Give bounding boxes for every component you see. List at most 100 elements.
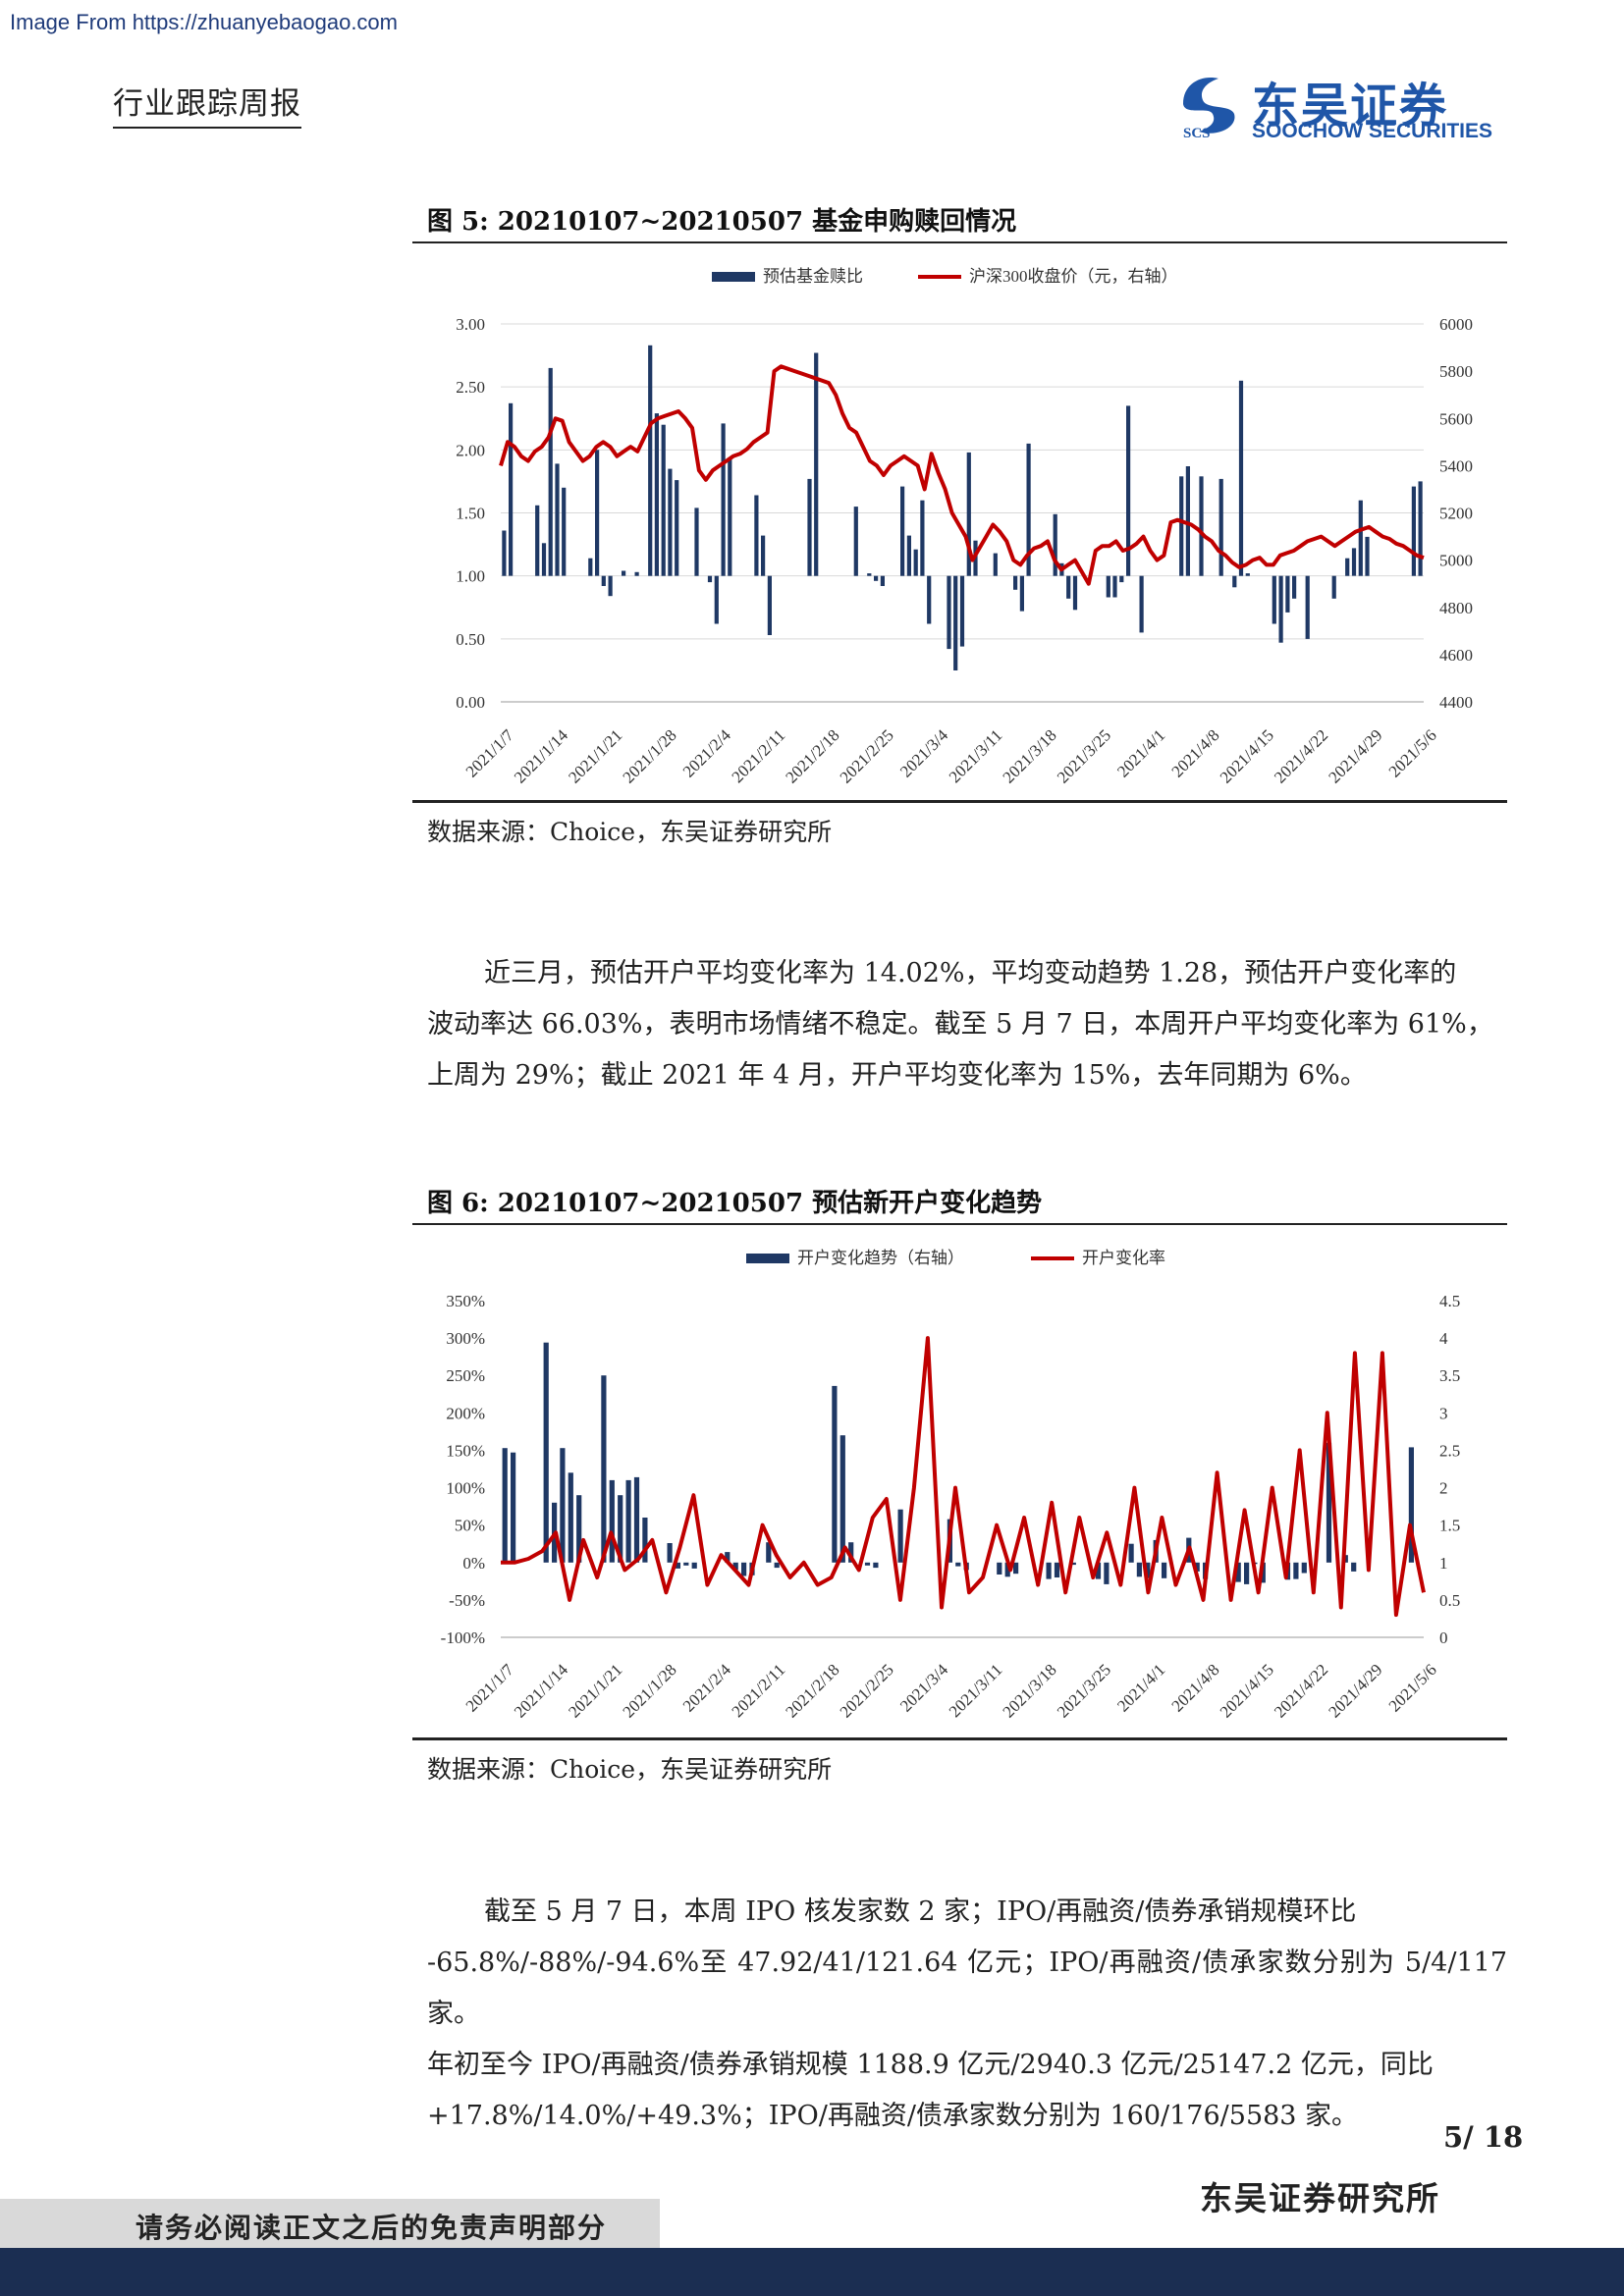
data-bar bbox=[848, 1542, 854, 1563]
y-left-tick-label: -50% bbox=[449, 1591, 485, 1610]
report-type-label: 行业跟踪周报 bbox=[113, 79, 301, 129]
y-left-tick-label: 2.50 bbox=[456, 378, 485, 397]
page-number: 5/ 18 bbox=[1443, 2120, 1524, 2154]
y-left-tick-label: 0.50 bbox=[456, 630, 485, 649]
paragraph-line: +17.8%/14.0%/+49.3%；IPO/再融资/债承家数分别为 160/… bbox=[427, 2101, 1359, 2131]
x-tick-label: 2021/1/14 bbox=[511, 1660, 572, 1722]
y-right-tick-label: 3.5 bbox=[1439, 1366, 1460, 1385]
data-bar bbox=[1272, 575, 1276, 624]
y-right-tick-label: 1.5 bbox=[1439, 1517, 1460, 1535]
data-bar bbox=[535, 505, 540, 576]
x-tick-label: 2021/1/7 bbox=[462, 725, 518, 781]
figure6-chart: 开户变化趋势（右轴） 开户变化率-100%-50%0%50%100%150%200… bbox=[441, 1249, 1461, 1722]
data-bar bbox=[874, 575, 879, 581]
paragraph-line: 年初至今 IPO/再融资/债券承销规模 1188.9 亿元/2940.3 亿元/… bbox=[427, 2050, 1434, 2080]
data-bar bbox=[661, 424, 666, 576]
data-bar bbox=[1119, 575, 1124, 583]
data-bar bbox=[1260, 1562, 1266, 1583]
data-bar bbox=[864, 1562, 871, 1566]
y-right-tick-label: 5400 bbox=[1439, 456, 1473, 475]
data-bar bbox=[897, 1509, 903, 1563]
data-bar bbox=[642, 1518, 648, 1563]
logo-english-name: SOOCHOW SECURITIES bbox=[1252, 120, 1493, 142]
bottom-band bbox=[0, 2248, 1624, 2296]
y-left-tick-label: 1.00 bbox=[456, 567, 485, 586]
y-left-tick-label: 50% bbox=[455, 1517, 485, 1535]
legend-line-label: 开户变化率 bbox=[1082, 1249, 1165, 1267]
y-right-tick-label: 0 bbox=[1439, 1629, 1448, 1647]
data-bar bbox=[767, 575, 772, 635]
y-left-tick-label: 300% bbox=[446, 1329, 485, 1348]
data-bar bbox=[913, 549, 918, 576]
data-bar bbox=[1345, 558, 1350, 576]
x-tick-label: 2021/1/21 bbox=[565, 725, 625, 786]
data-bar bbox=[541, 543, 547, 576]
data-bar bbox=[814, 352, 819, 576]
data-bar bbox=[774, 1562, 780, 1569]
data-bar bbox=[1365, 536, 1370, 576]
y-right-tick-label: 5600 bbox=[1439, 409, 1473, 428]
data-bar bbox=[502, 1448, 508, 1563]
data-bar bbox=[694, 507, 699, 576]
disclaimer-bar bbox=[0, 2199, 660, 2248]
x-tick-label: 2021/1/28 bbox=[620, 1660, 680, 1721]
x-tick-label: 2021/2/18 bbox=[782, 1660, 842, 1721]
x-tick-label: 2021/1/28 bbox=[620, 725, 680, 786]
data-bar bbox=[609, 1479, 615, 1563]
data-bar bbox=[754, 495, 759, 576]
data-bar bbox=[1070, 1562, 1076, 1566]
data-bar bbox=[1244, 1562, 1250, 1584]
y-right-tick-label: 4600 bbox=[1439, 646, 1473, 665]
data-bar bbox=[654, 413, 659, 576]
data-bar bbox=[832, 1385, 838, 1563]
y-left-tick-label: 100% bbox=[446, 1479, 485, 1498]
data-line bbox=[499, 364, 1425, 586]
y-left-tick-label: 0.00 bbox=[456, 693, 485, 712]
data-bar bbox=[1278, 575, 1283, 643]
data-bar bbox=[761, 535, 766, 576]
data-bar bbox=[625, 1479, 631, 1563]
x-tick-label: 2021/2/4 bbox=[679, 1660, 735, 1716]
y-left-tick-label: 2.00 bbox=[456, 441, 485, 459]
data-bar bbox=[1185, 466, 1190, 576]
data-bar bbox=[601, 1375, 607, 1563]
data-bar bbox=[1026, 443, 1031, 576]
x-tick-label: 2021/3/18 bbox=[1000, 725, 1060, 786]
company-logo: SCS 东吴证券 SOOCHOW SECURITIES bbox=[1173, 67, 1497, 145]
paragraph-ipo-underwriting: 截至 5 月 7 日，本周 IPO 核发家数 2 家；IPO/再融资/债券承销规… bbox=[427, 1887, 1507, 2142]
x-tick-label: 2021/3/4 bbox=[896, 725, 952, 781]
data-bar bbox=[839, 1435, 845, 1563]
figure6-source: 数据来源：Choice，东吴证券研究所 bbox=[427, 1755, 833, 1784]
figure5-bottom-rule bbox=[412, 800, 1507, 803]
data-bar bbox=[691, 1562, 697, 1569]
data-bar bbox=[867, 573, 872, 576]
data-bar bbox=[1301, 1562, 1307, 1574]
figure6-top-rule bbox=[412, 1223, 1507, 1225]
data-bar bbox=[509, 402, 514, 576]
data-bar bbox=[880, 575, 885, 586]
data-bar bbox=[1072, 575, 1078, 611]
x-tick-label: 2021/5/6 bbox=[1385, 725, 1440, 780]
x-tick-label: 2021/2/4 bbox=[679, 725, 735, 781]
x-tick-label: 2021/4/8 bbox=[1167, 725, 1222, 780]
data-bar bbox=[576, 1495, 582, 1563]
x-tick-label: 2021/4/15 bbox=[1217, 1660, 1277, 1721]
data-bar bbox=[548, 367, 553, 576]
figure6-bottom-rule bbox=[412, 1737, 1507, 1740]
source-url[interactable]: Image From https://zhuanyebaogao.com bbox=[10, 10, 398, 34]
data-bar bbox=[633, 1476, 640, 1563]
data-bar bbox=[1095, 1562, 1102, 1579]
x-tick-label: 2021/3/11 bbox=[946, 1660, 1006, 1721]
legend-line-label: 沪深300收盘价（元，右轴） bbox=[969, 267, 1178, 286]
x-tick-label: 2021/1/7 bbox=[462, 1660, 518, 1716]
paragraph-line: 上周为 29%；截止 2021 年 4 月，开户平均变化率为 15%，去年同期为… bbox=[427, 1060, 1367, 1091]
data-bar bbox=[714, 575, 719, 624]
data-bar bbox=[1126, 405, 1131, 576]
data-bar bbox=[1019, 575, 1024, 612]
data-bar bbox=[1194, 1562, 1200, 1572]
data-bar bbox=[732, 1562, 738, 1571]
x-tick-label: 2021/4/15 bbox=[1217, 725, 1277, 786]
data-bar bbox=[873, 1562, 879, 1569]
data-bar bbox=[900, 486, 905, 576]
y-right-tick-label: 4.5 bbox=[1439, 1292, 1460, 1310]
